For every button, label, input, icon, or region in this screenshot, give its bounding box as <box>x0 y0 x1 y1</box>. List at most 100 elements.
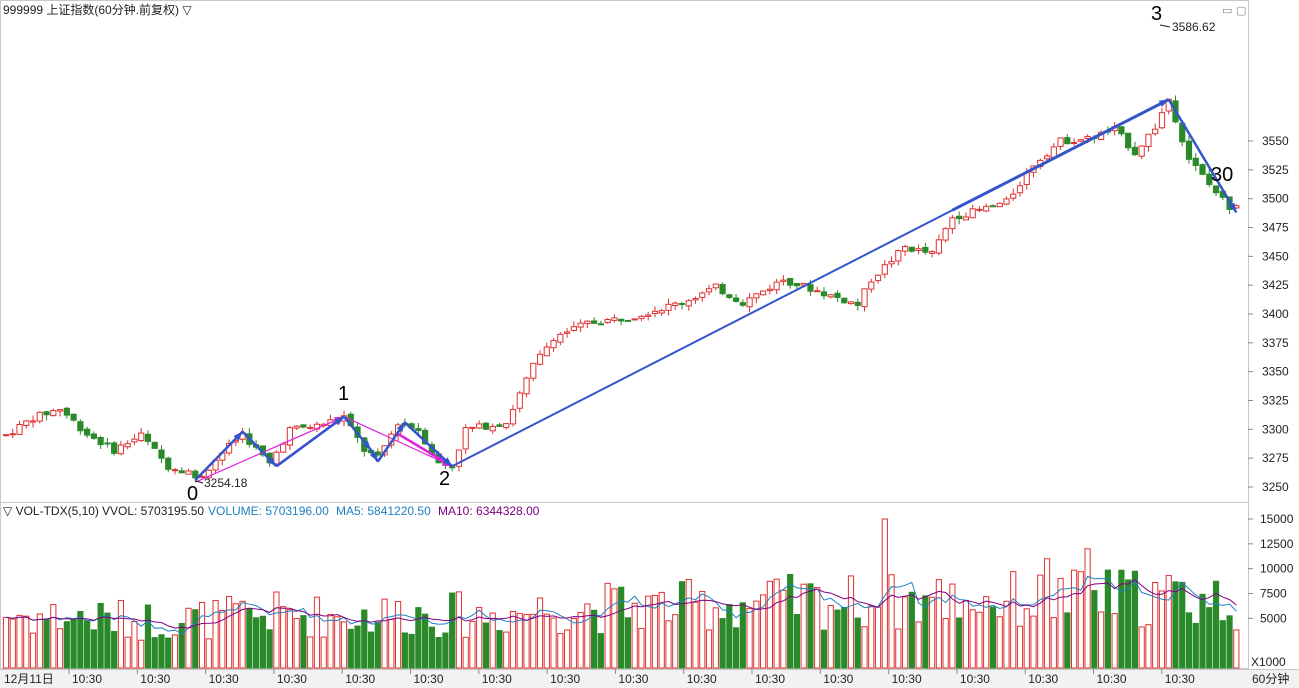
volume-bar-down <box>1192 622 1199 669</box>
volume-bar-up <box>645 595 652 669</box>
subwave-c-head <box>334 416 344 425</box>
volume-bar-up <box>388 618 395 669</box>
candle-up <box>766 288 773 292</box>
candle-up <box>672 302 679 306</box>
volume-bar-up <box>760 594 767 669</box>
candle-up <box>773 281 780 291</box>
candle-down <box>1206 173 1213 185</box>
time-tick-label: 10:30 <box>892 672 922 686</box>
subwave-d-head <box>362 440 372 451</box>
time-tick-label: 10:30 <box>618 672 648 686</box>
volume-bar-up <box>455 591 463 669</box>
volume-bar-up <box>1084 548 1091 669</box>
candle-up <box>861 288 868 308</box>
volume-bar-up <box>462 636 469 669</box>
candle-up <box>631 318 638 321</box>
period-button[interactable]: 60分钟 <box>1252 671 1289 686</box>
candle-up <box>550 340 557 349</box>
volume-bar-up <box>469 620 476 669</box>
candle-up <box>23 420 30 426</box>
volume-bar-down <box>63 621 70 669</box>
subwave-a-head <box>233 431 243 441</box>
vol-indicator-name[interactable]: ▽ VOL-TDX(5,10) <box>3 504 99 518</box>
volume-bar-down <box>1118 569 1125 669</box>
wave-1-2-sub-line <box>397 432 453 468</box>
volume-bar-up <box>570 618 577 669</box>
volume-bar-up <box>503 631 510 669</box>
volume-bar-down <box>428 626 435 669</box>
candle-up <box>665 303 672 311</box>
candle-up <box>929 251 936 254</box>
wave-label-1: 1 <box>338 383 349 405</box>
subwave-e-head <box>370 451 378 462</box>
volume-bar-down <box>989 606 997 669</box>
volume-bar-down <box>956 617 963 669</box>
wave-label-30: 30 <box>1211 164 1233 186</box>
volume-bar-down <box>820 629 828 669</box>
candle-up <box>503 423 510 429</box>
volume-bar-up <box>1030 615 1037 669</box>
candle-up <box>969 208 976 219</box>
volume-bar-up <box>131 621 138 669</box>
volume-bar-up <box>1057 577 1064 669</box>
volume-bar-up <box>9 618 16 669</box>
volume-bar-down <box>1179 581 1186 669</box>
price-tick-label: 3400 <box>1262 307 1289 321</box>
volume-tick-label: 15000 <box>1260 512 1294 526</box>
candle-down <box>719 283 726 295</box>
volume-bar-down <box>442 632 449 669</box>
candle-up <box>847 301 855 305</box>
candle-down <box>678 303 686 306</box>
price-tick-label: 3525 <box>1262 163 1289 177</box>
volume-bar-up <box>699 590 706 669</box>
candle-down <box>165 457 172 470</box>
volume-bar-up <box>1098 611 1105 669</box>
volume-bar-up <box>138 639 145 669</box>
volume-bar-up <box>753 600 760 669</box>
candle-up <box>1070 142 1078 145</box>
candle-down <box>726 294 733 298</box>
volume-bar-up <box>861 626 868 669</box>
candle-up <box>1050 146 1057 158</box>
volume-bar-down <box>834 609 841 669</box>
subwave-f-head <box>396 422 405 433</box>
candle-down <box>793 282 801 287</box>
volume-bar-up <box>868 605 875 669</box>
window-max-icon[interactable]: ▢ <box>1236 5 1246 17</box>
candle-down <box>77 421 84 432</box>
candle-up <box>509 409 517 425</box>
candle-up <box>915 248 922 251</box>
candle-up <box>827 294 834 298</box>
time-tick-label: 10:30 <box>72 672 102 686</box>
ma10-value: MA10: 6344328.00 <box>438 504 540 518</box>
candle-up <box>949 217 956 230</box>
candle-up <box>996 202 1003 208</box>
volume-bar-down <box>496 630 503 669</box>
candle-up <box>523 377 530 395</box>
volume-bar-up <box>658 591 665 669</box>
volume-bar-up <box>563 629 571 669</box>
window-restore-icon[interactable]: ▭ <box>1222 5 1232 17</box>
price-tick-label: 3500 <box>1262 192 1289 206</box>
candles <box>2 95 1240 483</box>
volume-bar-down <box>266 629 273 669</box>
candle-down <box>908 246 915 252</box>
volume-bar-up <box>489 612 496 669</box>
volume-bar-up <box>604 582 611 669</box>
volume-bar-down <box>111 630 118 669</box>
candle-up <box>1043 155 1051 160</box>
candle-up <box>874 274 882 282</box>
volume-bar-up <box>638 627 645 669</box>
volume-bar-up <box>915 621 922 669</box>
low-price-label: 3254.18 <box>204 476 248 490</box>
volume-bar-up <box>381 598 388 669</box>
volume-bar-up <box>320 636 327 669</box>
candle-up <box>50 410 57 417</box>
volume-bar-up <box>2 616 10 669</box>
candle-up <box>557 333 564 343</box>
volume-bars <box>2 518 1240 669</box>
volume-bar-down <box>449 592 456 669</box>
candle-down <box>449 466 456 469</box>
volume-bar-down <box>246 608 253 669</box>
